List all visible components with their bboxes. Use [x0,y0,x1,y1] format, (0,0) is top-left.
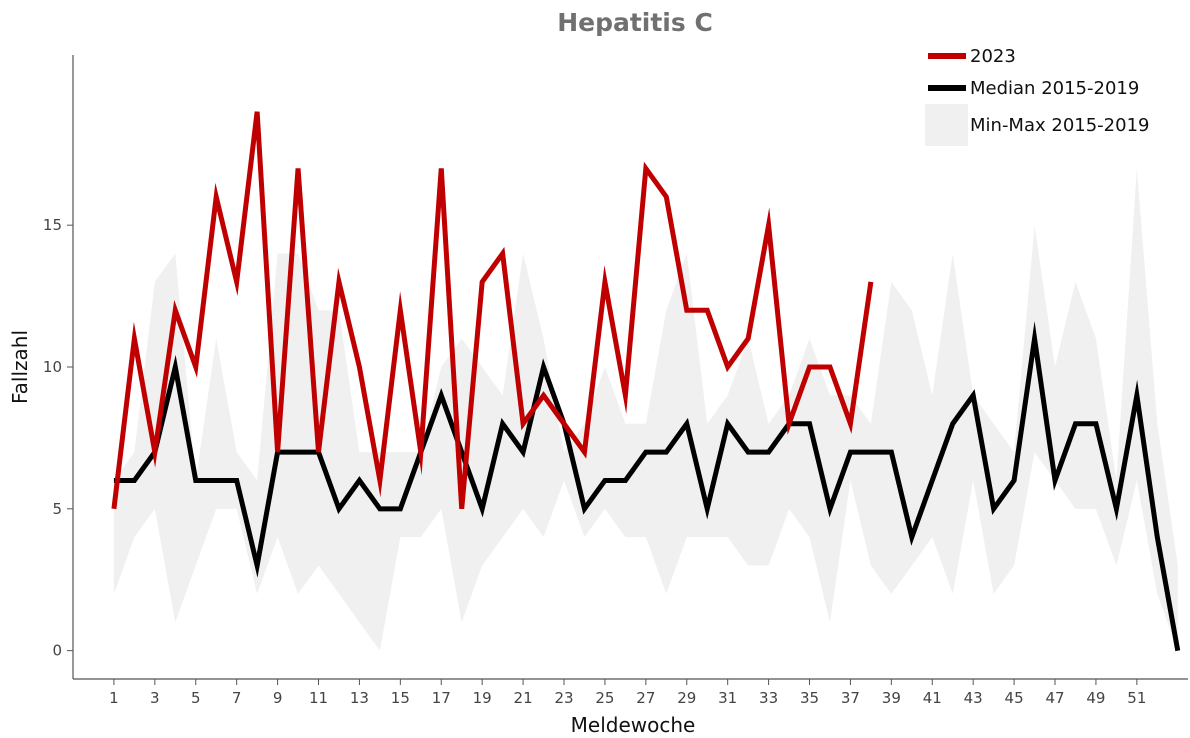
x-tick-label: 29 [677,689,696,707]
legend-label: Median 2015-2019 [970,78,1139,99]
x-tick-label: 35 [800,689,819,707]
x-tick-label: 49 [1086,689,1105,707]
x-tick-label: 11 [309,689,328,707]
legend-key-area [925,104,968,146]
y-tick-label: 0 [52,642,62,660]
chart-title: Hepatitis C [557,8,713,37]
x-tick-label: 5 [191,689,201,707]
x-tick-label: 27 [636,689,655,707]
x-tick-label: 39 [882,689,901,707]
x-tick-label: 17 [432,689,451,707]
legend-label: Min-Max 2015-2019 [970,115,1149,136]
x-tick-label: 15 [391,689,410,707]
x-axis-title: Meldewoche [571,713,696,737]
x-tick-label: 45 [1005,689,1024,707]
x-tick-label: 41 [923,689,942,707]
x-tick-label: 33 [759,689,778,707]
x-tick-label: 43 [964,689,983,707]
y-axis-ticks: 0 5 10 15 [43,216,73,660]
x-tick-label: 1 [109,689,119,707]
series-lines-layer [111,111,1181,652]
x-tick-label: 9 [273,689,283,707]
y-tick-label: 10 [43,358,62,376]
x-tick-label: 7 [232,689,242,707]
y-tick-label: 15 [43,216,62,234]
x-tick-label: 31 [718,689,737,707]
x-tick-label: 21 [514,689,533,707]
x-tick-label: 47 [1045,689,1064,707]
x-tick-label: 13 [350,689,369,707]
x-tick-label: 23 [554,689,573,707]
x-tick-label: 51 [1127,689,1146,707]
series-line-median-2015-2019 [113,321,1181,652]
legend-label: 2023 [970,46,1016,67]
x-tick-label: 25 [595,689,614,707]
series-line-2023 [111,111,874,510]
legend: 2023 Median 2015-2019 Min-Max 2015-2019 [925,46,1149,146]
x-axis-ticks: 1 3 5 7 9 11 13 15 17 19 21 23 25 27 29 31 33 35 37 39 41 43 4… [109,679,1146,707]
x-tick-label: 37 [841,689,860,707]
x-tick-label: 19 [473,689,492,707]
y-axis-title: Fallzahl [8,330,32,404]
x-tick-label: 3 [150,689,160,707]
y-tick-label: 5 [52,500,62,518]
